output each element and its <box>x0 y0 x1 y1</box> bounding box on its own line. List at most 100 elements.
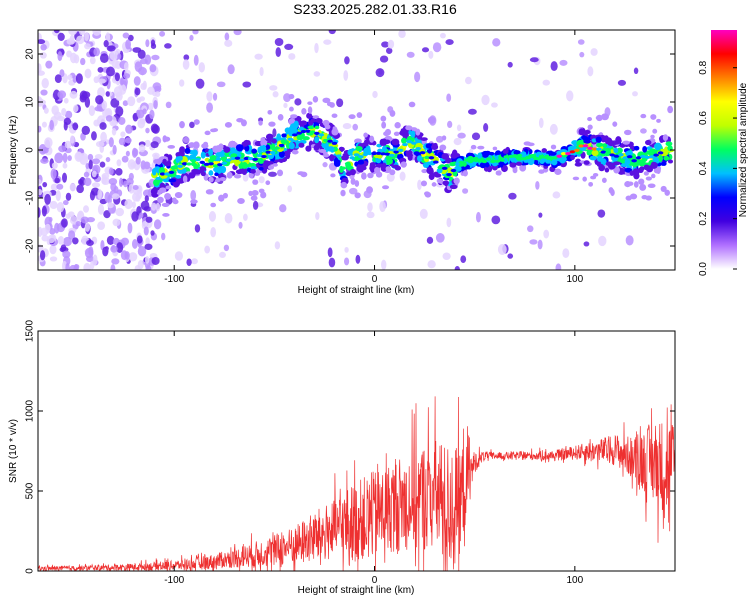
heatmap-blob <box>98 78 106 84</box>
heatmap-blob <box>587 124 593 130</box>
heatmap-blob <box>312 115 320 119</box>
heatmap-blob <box>313 144 320 151</box>
heatmap-blob <box>330 173 336 178</box>
heatmap-blob <box>78 178 84 186</box>
heatmap-blob <box>592 151 598 157</box>
x-tick-label: 100 <box>566 274 583 285</box>
heatmap-blob <box>125 150 130 157</box>
heatmap-blob <box>389 109 396 117</box>
heatmap-blob <box>349 187 358 195</box>
heatmap-blob <box>350 178 356 185</box>
heatmap-blob <box>94 106 103 112</box>
heatmap-blob <box>254 53 263 60</box>
heatmap-ridge-blob <box>446 172 452 177</box>
heatmap-blob <box>224 213 233 224</box>
heatmap-blob <box>382 185 390 190</box>
heatmap-blob <box>625 150 633 157</box>
heatmap-blob <box>105 66 115 77</box>
heatmap-blob <box>119 84 127 95</box>
heatmap-blob <box>105 91 110 97</box>
snr-y-label: SNR (10 * v/v) <box>8 419 19 483</box>
heatmap-blob <box>439 32 446 39</box>
heatmap-ridge-blob <box>529 153 536 158</box>
heatmap-blob <box>137 246 147 257</box>
heatmap-ridge-blob <box>450 168 457 173</box>
heatmap-blob <box>78 30 86 36</box>
heatmap-blob <box>226 171 233 179</box>
heatmap-blob <box>240 119 247 127</box>
heatmap-blob <box>656 118 661 123</box>
heatmap-blob <box>136 235 143 244</box>
heatmap-blob <box>601 136 608 141</box>
heatmap-blob <box>193 163 199 171</box>
heatmap-blob <box>223 244 230 252</box>
heatmap-blob <box>64 110 73 119</box>
heatmap-blob <box>184 147 191 154</box>
heatmap-blob <box>468 108 477 115</box>
heatmap-ridge-blob <box>340 166 347 170</box>
heatmap-blob <box>366 186 373 194</box>
heatmap-ridge-blob <box>181 162 188 166</box>
heatmap-ridge-blob <box>274 146 280 150</box>
heatmap-ridge-blob <box>331 141 338 145</box>
heatmap-blob <box>251 148 258 154</box>
heatmap-blob <box>137 49 146 59</box>
colorbar-ticks: 0.0 0.2 0.4 0.6 0.8 <box>698 60 737 276</box>
heatmap-blob <box>477 152 483 159</box>
heatmap-blob <box>191 258 198 265</box>
heatmap-blob <box>61 218 68 228</box>
heatmap-ridge-blob <box>477 159 483 163</box>
heatmap-blob <box>95 95 104 105</box>
heatmap-blob <box>379 201 386 213</box>
heatmap-blob <box>40 44 47 51</box>
heatmap-blob <box>265 180 271 186</box>
x-tick-label: -100 <box>164 274 184 285</box>
heatmap-blob <box>76 35 85 45</box>
heatmap-blob <box>607 140 615 147</box>
heatmap-blob <box>189 154 197 161</box>
heatmap-blob <box>84 68 92 79</box>
heatmap-blob <box>128 252 138 262</box>
heatmap-blob <box>115 168 123 176</box>
spectrogram-x-label: Height of straight line (km) <box>298 285 415 296</box>
heatmap-blob <box>497 244 507 255</box>
y-tick-label: 0 <box>25 147 36 153</box>
heatmap-blob <box>550 144 557 150</box>
heatmap-blob <box>519 164 527 172</box>
heatmap-blob <box>261 144 267 153</box>
heatmap-blob <box>49 200 58 210</box>
heatmap-blob <box>366 211 375 219</box>
heatmap-blob <box>161 232 166 241</box>
heatmap-blob <box>63 97 69 104</box>
heatmap-ridge-blob <box>208 162 214 166</box>
heatmap-blob <box>496 170 502 176</box>
heatmap-blob <box>407 153 413 161</box>
heatmap-ridge-blob <box>481 159 488 164</box>
heatmap-blob <box>625 235 634 246</box>
heatmap-blob <box>589 155 597 161</box>
heatmap-blob <box>127 222 133 234</box>
heatmap-blob <box>629 170 635 176</box>
heatmap-ridge-blob <box>283 140 289 144</box>
heatmap-ridge-blob <box>459 162 466 166</box>
heatmap-ridge-blob <box>640 154 646 159</box>
heatmap-blob <box>233 174 242 179</box>
heatmap-blob <box>142 80 147 90</box>
heatmap-blob <box>328 30 336 35</box>
heatmap-ridge-blob <box>428 156 435 160</box>
heatmap-blob <box>120 131 126 138</box>
heatmap-ridge-blob <box>384 152 391 156</box>
heatmap-blob <box>387 39 395 49</box>
heatmap-blob <box>165 185 172 190</box>
heatmap-blob <box>582 176 587 182</box>
heatmap-blob <box>601 177 607 183</box>
heatmap-blob <box>267 165 275 170</box>
heatmap-blob <box>290 114 298 119</box>
heatmap-blob <box>446 93 452 102</box>
heatmap-blob <box>306 112 313 119</box>
heatmap-ridge-blob <box>349 156 355 160</box>
heatmap-blob <box>314 125 320 130</box>
heatmap-blob <box>509 162 517 168</box>
heatmap-blob <box>541 148 548 153</box>
heatmap-blob <box>258 176 265 184</box>
